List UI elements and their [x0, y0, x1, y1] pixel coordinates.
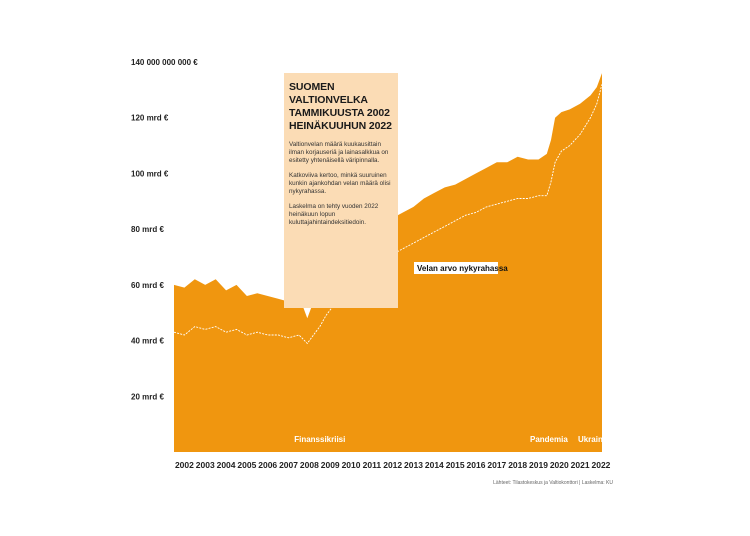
x-tick-label-2011: 2011	[363, 460, 382, 470]
x-axis: 2002 2003 2004 2005 2006 2007 2008 2009 2010 2011…	[175, 460, 611, 470]
x-tick-label-2005: 2005	[237, 460, 256, 470]
x-tick-label-2021: 2021	[571, 460, 590, 470]
event-label-0: Finanssikriisi	[294, 435, 345, 444]
y-tick-label-1: 40 mrd €	[131, 337, 164, 346]
x-tick-label-2017: 2017	[487, 460, 506, 470]
x-tick-label-2010: 2010	[342, 460, 361, 470]
x-tick-label-2019: 2019	[529, 460, 548, 470]
source-note: Lähteet: Tilastokeskus ja Valtiokonttori…	[493, 480, 613, 486]
y-tick-label-2: 60 mrd €	[131, 281, 164, 290]
chart-description-2: Katkoviiva kertoo, minkä suuruinen kunki…	[289, 172, 391, 195]
chart-description-1: Valtionvelan määrä kuukausittain ilman k…	[289, 141, 389, 164]
x-tick-label-2008: 2008	[300, 460, 319, 470]
x-tick-label-2006: 2006	[258, 460, 277, 470]
x-tick-label-2007: 2007	[279, 460, 298, 470]
y-axis: 20 mrd € 40 mrd € 60 mrd € 80 mrd € 100 mrd …	[131, 58, 198, 401]
y-tick-label-5: 120 mrd €	[131, 114, 169, 123]
y-tick-label-3: 80 mrd €	[131, 225, 164, 234]
chart-title: SUOMEN VALTIONVELKA TAMMIKUUSTA 2002 HEI…	[289, 81, 392, 132]
x-tick-label-2022: 2022	[591, 460, 610, 470]
event-label-1: Pandemia	[530, 435, 568, 444]
x-tick-label-2009: 2009	[321, 460, 340, 470]
x-tick-label-2002: 2002	[175, 460, 194, 470]
series-label-bg	[414, 262, 498, 274]
y-tick-label-4: 100 mrd €	[131, 169, 169, 178]
x-tick-label-2012: 2012	[383, 460, 402, 470]
x-tick-label-2015: 2015	[446, 460, 465, 470]
chart-description-3: Laskelma on tehty vuoden 2022 heinäkuun …	[289, 203, 379, 226]
x-tick-label-2003: 2003	[196, 460, 215, 470]
chart-info-box: SUOMEN VALTIONVELKA TAMMIKUUSTA 2002 HEI…	[284, 73, 398, 308]
x-tick-label-2004: 2004	[217, 460, 236, 470]
event-label-2: Ukraina	[578, 435, 608, 444]
y-tick-label-0: 20 mrd €	[131, 392, 164, 401]
x-tick-label-2014: 2014	[425, 460, 444, 470]
x-tick-label-2013: 2013	[404, 460, 423, 470]
chart-annotations: Finanssikriisi Pandemia Ukraina Velan arvo …	[294, 262, 608, 444]
x-tick-label-2016: 2016	[467, 460, 486, 470]
y-tick-label-6: 140 000 000 000 €	[131, 58, 198, 67]
x-tick-label-2020: 2020	[550, 460, 569, 470]
series-label-present-value: Velan arvo nykyrahassa	[417, 264, 508, 273]
x-tick-label-2018: 2018	[508, 460, 527, 470]
